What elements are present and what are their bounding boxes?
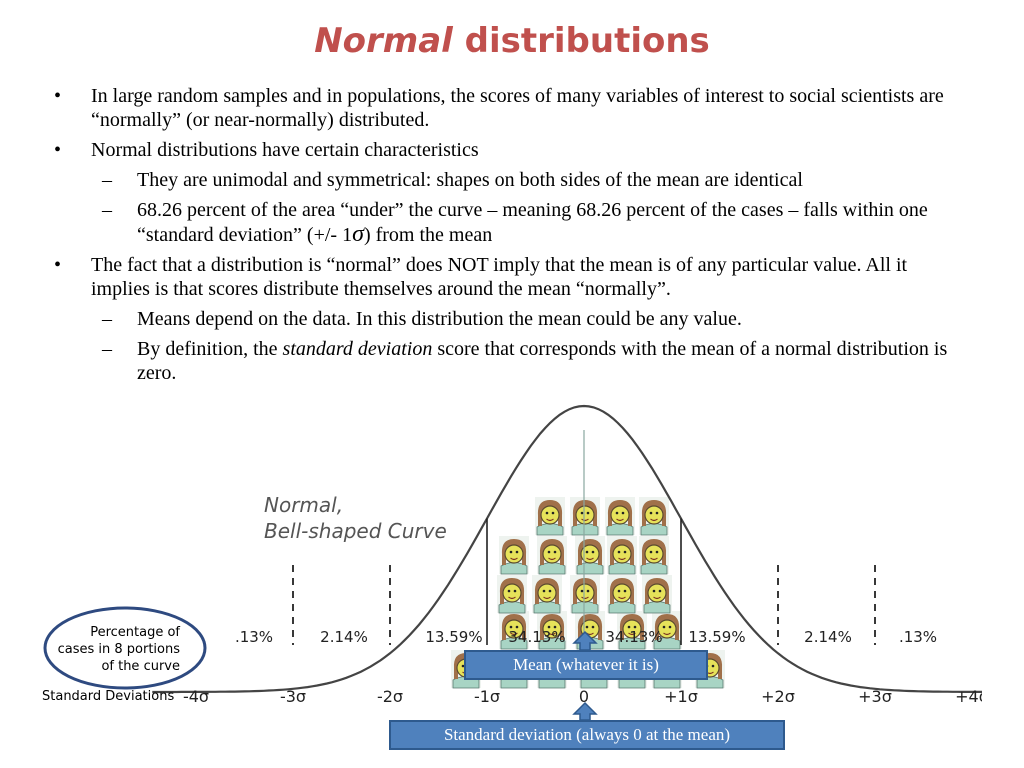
bullet-3b: By definition, the standard deviation sc… [50,337,970,385]
percent-label: .13% [899,628,937,646]
sd-tick-labels: -4σ -3σ -2σ -1σ 0 +1σ +2σ +3σ +4σ [183,687,982,706]
sd-tick-label: -3σ [280,687,306,706]
percent-label: 13.59% [688,628,745,646]
curve-title-1: Normal, [264,493,343,517]
curve-title-2: Bell-shaped Curve [264,519,447,543]
sd-tick-label: +1σ [664,687,698,706]
mean-arrow-icon [572,630,598,651]
bell-curve [152,404,982,694]
percent-label: 2.14% [320,628,368,646]
oval-line-1: Percentage of [90,625,180,640]
sd-tick-label: +2σ [761,687,795,706]
percent-label: 2.14% [804,628,852,646]
bullet-3b-italic: standard deviation [282,338,433,360]
oval-line-2: cases in 8 portions [58,642,181,657]
sd-callout: Standard deviation (always 0 at the mean… [389,720,785,750]
bullet-3b-text: By definition, the [137,338,283,360]
sd-tick-label: 0 [579,687,589,706]
percent-label: 34.13% [605,628,662,646]
bullet-1: In large random samples and in populatio… [50,84,970,132]
sd-axis-label: Standard Deviations [42,689,174,704]
bullet-list: In large random samples and in populatio… [50,84,970,391]
sd-tick-label: -4σ [183,687,209,706]
slide-title: Normal distributions [0,24,1024,58]
sd-arrow-icon [572,701,598,721]
percent-label: 13.59% [425,628,482,646]
oval-line-3: of the curve [101,659,180,674]
bullet-2a: They are unimodal and symmetrical: shape… [50,168,970,192]
percent-label: 34.13% [508,628,565,646]
sd-tick-label: +3σ [858,687,892,706]
percent-label: .13% [235,628,273,646]
sd-tick-label: -2σ [377,687,403,706]
bullet-2b-text: 68.26 percent of the area “under” the cu… [137,199,928,246]
sd-tick-label: +4σ [955,687,982,706]
bullet-2b: 68.26 percent of the area “under” the cu… [50,198,970,247]
bullet-2: Normal distributions have certain charac… [50,138,970,162]
percent-labels: .13% 2.14% 13.59% 34.13% 34.13% 13.59% 2.14% .1… [235,628,937,646]
bullet-3b-end: score that corresponds with the mean of … [137,338,948,384]
title-rest: distributions [464,21,710,61]
sigma-symbol: σ [352,221,364,247]
bullet-3: The fact that a distribution is “normal”… [50,253,970,301]
bullet-2b-end: ) from the mean [363,224,493,246]
mean-callout: Mean (whatever it is) [464,650,708,680]
faces-layer [450,430,726,689]
percentage-oval [43,606,207,690]
bullet-3a: Means depend on the data. In this distri… [50,307,970,331]
title-italic: Normal [314,21,453,61]
sd-tick-label: -1σ [474,687,500,706]
sd-lines [292,518,876,645]
